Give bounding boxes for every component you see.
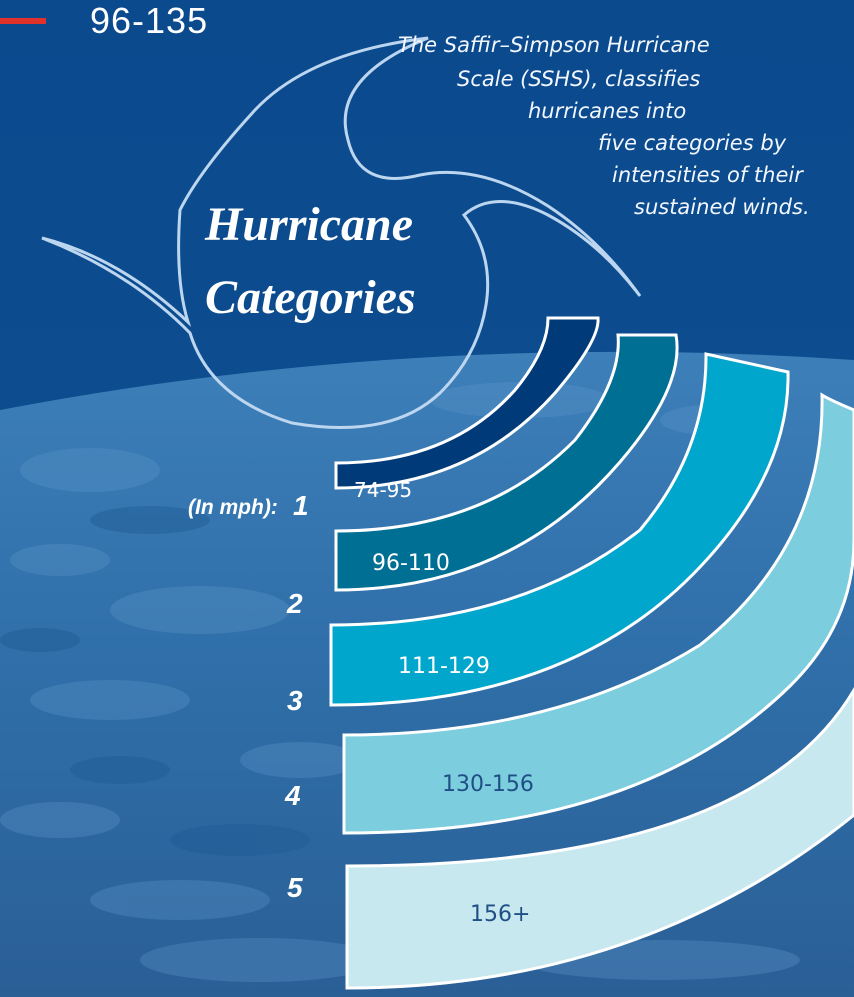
band-1 bbox=[334, 316, 600, 490]
band-2-range: 96-110 bbox=[372, 551, 450, 576]
category-number-1: 1 bbox=[293, 490, 309, 521]
band-4 bbox=[342, 392, 854, 835]
intro-line-4: five categories by bbox=[598, 131, 787, 155]
intro-line-6: sustained winds. bbox=[634, 195, 810, 219]
band-1-range: 74-95 bbox=[354, 478, 413, 502]
band-3-range: 111-129 bbox=[398, 654, 490, 679]
hurricane-symbol-outline bbox=[41, 36, 642, 429]
intro-line-1: The Saffir–Simpson Hurricane bbox=[398, 33, 710, 57]
band-2 bbox=[334, 333, 679, 592]
intro-line-2: Scale (SSHS), classifies bbox=[457, 67, 701, 91]
band-5-range: 156+ bbox=[470, 902, 531, 927]
category-number-5: 5 bbox=[287, 872, 303, 903]
unit-label: (In mph): bbox=[188, 496, 278, 519]
intro-line-5: intensities of their bbox=[612, 163, 803, 187]
title-line-1: Hurricane bbox=[205, 198, 414, 251]
top-range-label: 96-135 bbox=[90, 0, 209, 41]
band-3 bbox=[329, 352, 790, 707]
band-4-range: 130-156 bbox=[442, 772, 534, 797]
title-line-2: Categories bbox=[205, 271, 416, 324]
accent-bar bbox=[0, 18, 46, 24]
band-5 bbox=[345, 687, 854, 990]
intro-line-3: hurricanes into bbox=[528, 99, 687, 123]
category-bands bbox=[329, 316, 854, 990]
category-number-3: 3 bbox=[287, 685, 303, 716]
category-number-2: 2 bbox=[287, 588, 303, 619]
category-number-4: 4 bbox=[285, 780, 301, 811]
